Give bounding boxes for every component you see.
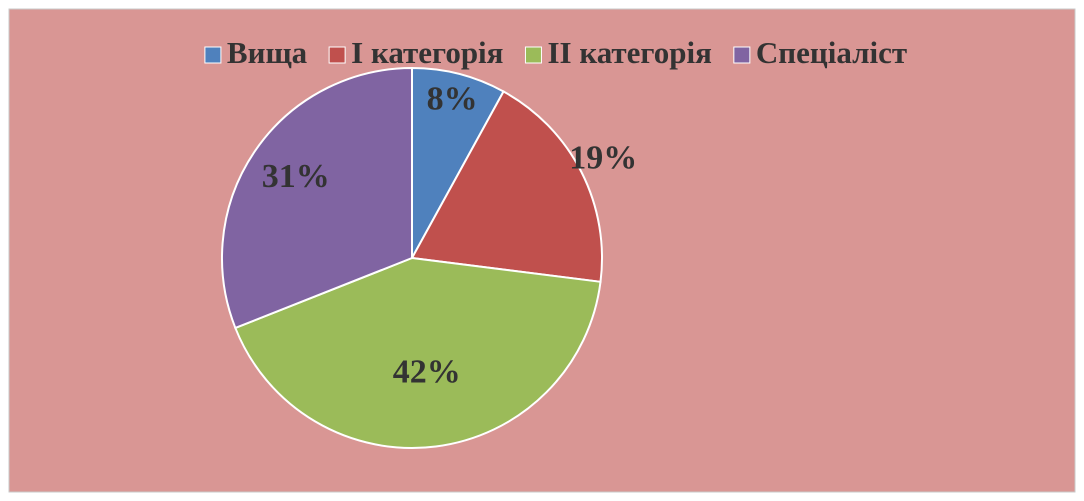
legend-marker (733, 46, 751, 64)
pie-slice (221, 66, 413, 330)
data-label: 31% (262, 158, 330, 195)
legend-marker (328, 46, 346, 64)
data-label: 8% (427, 80, 478, 117)
legend-label: II категорія (547, 35, 711, 70)
data-label: 19% (569, 139, 637, 176)
legend-label: Вища (227, 35, 308, 70)
legend-marker (204, 46, 222, 64)
data-label: 42% (393, 354, 461, 391)
legend-label: I категорія (351, 35, 503, 70)
legend-marker (524, 46, 542, 64)
pie-slice (410, 90, 603, 283)
legend-label: Спеціаліст (756, 35, 907, 70)
pie-slice (234, 256, 602, 449)
pie-slice (411, 66, 505, 259)
